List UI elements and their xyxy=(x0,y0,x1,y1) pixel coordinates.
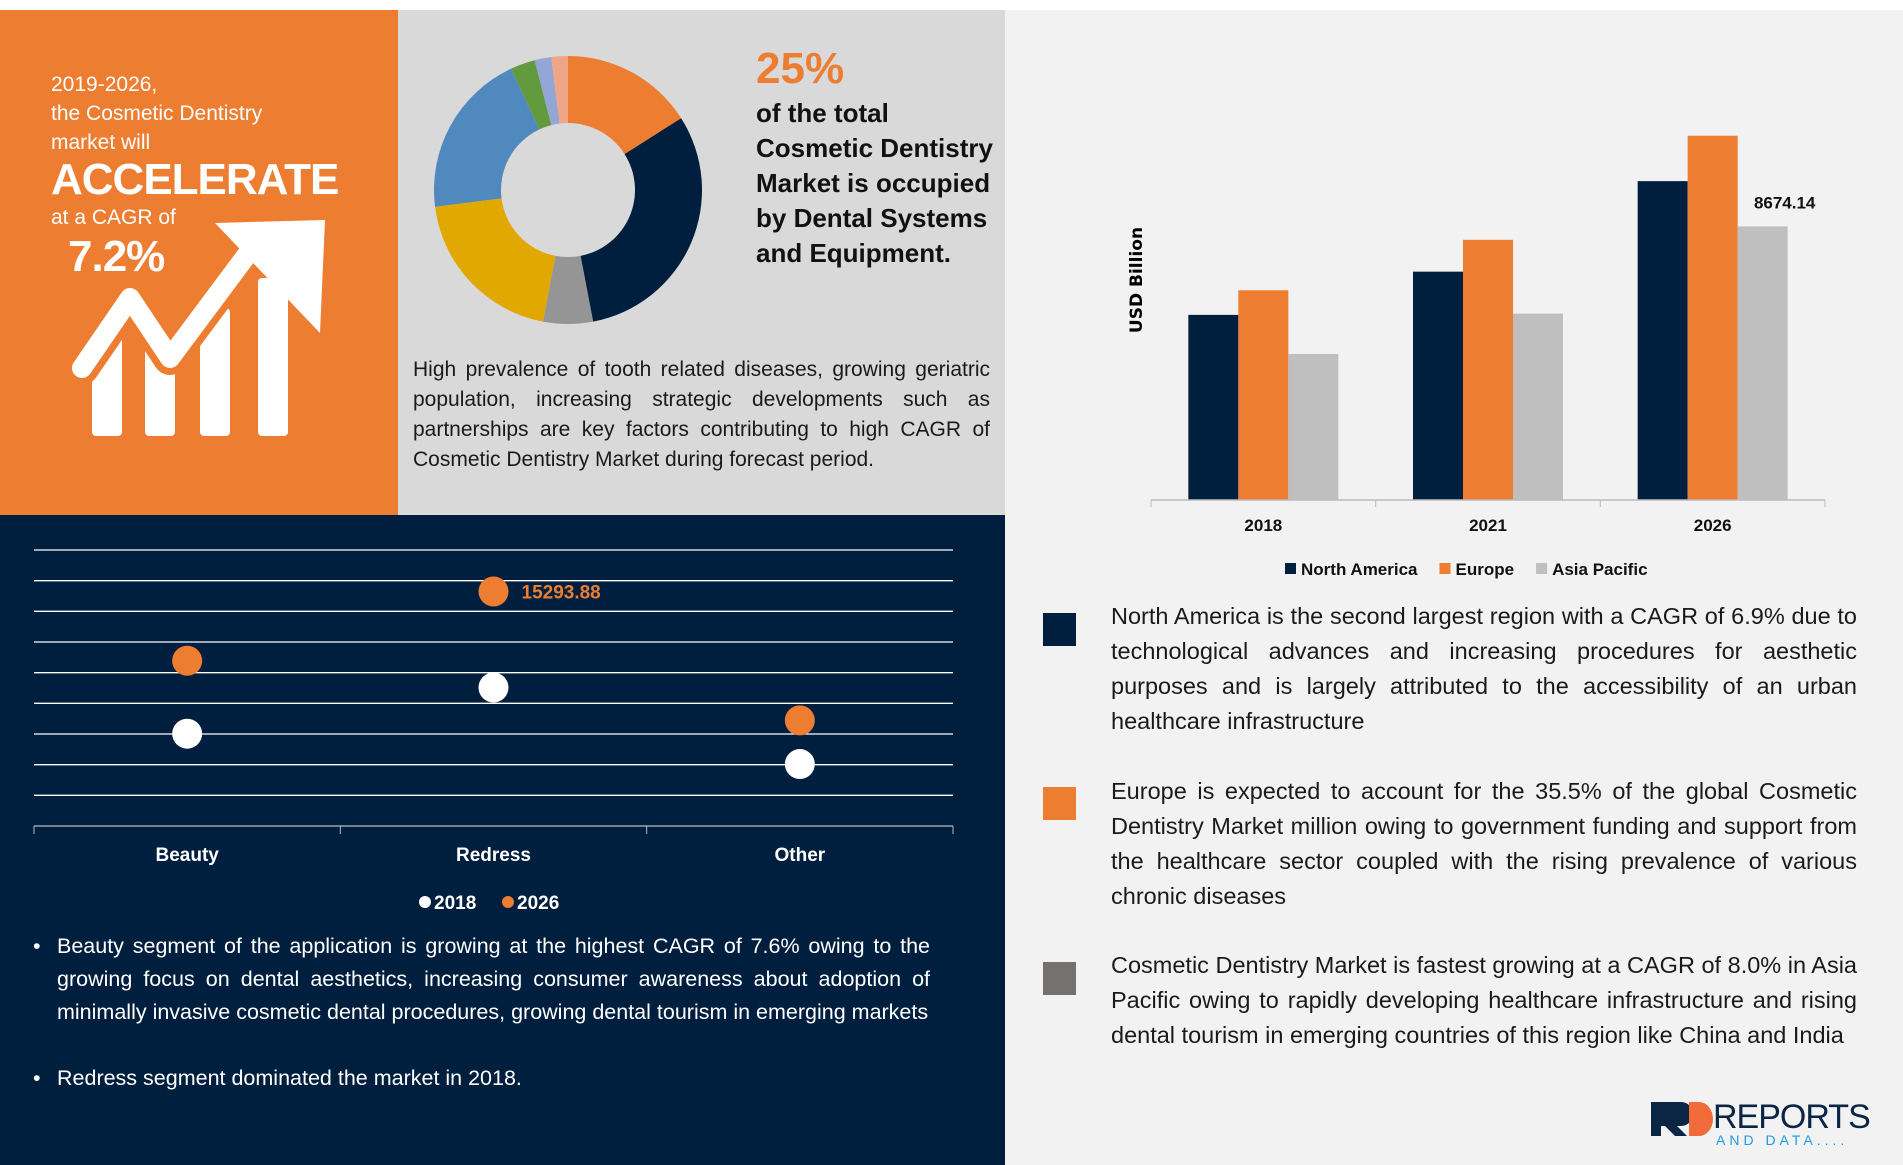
legend-marker xyxy=(1536,563,1548,574)
reports-and-data-logo: REPORTS AND DATA.... xyxy=(1651,1098,1881,1150)
legend-label: 2026 xyxy=(517,893,559,914)
donut-description: High prevalence of tooth related disease… xyxy=(413,358,990,471)
donut-slice xyxy=(434,68,540,207)
donut-slice xyxy=(542,255,594,325)
dot-2018 xyxy=(478,672,509,703)
bullet-icon: • xyxy=(33,1066,41,1090)
donut-slice xyxy=(551,56,568,124)
donut-panel: 25% of the total Cosmetic Dentistry Mark… xyxy=(398,10,1005,515)
caption-line: Cosmetic Dentistry xyxy=(756,133,993,163)
legend-marker xyxy=(1285,563,1296,574)
region-bar-chart: 2018 2021 2026 8674.14 USD Billion North Amer… xyxy=(1127,135,1826,579)
headline-cagr-label: at a CAGR of xyxy=(51,206,176,229)
headline-line1: 2019-2026, xyxy=(51,73,158,96)
bar-north-america xyxy=(1413,271,1463,500)
bullet-text: Redress segment dominated the market in … xyxy=(57,1066,522,1090)
north-america-text: North America is the second largest regi… xyxy=(1111,603,1857,734)
bar-north-america xyxy=(1637,181,1688,500)
category-label: Redress xyxy=(456,845,531,866)
caption-line: by Dental Systems xyxy=(756,203,988,233)
bullet-icon: • xyxy=(33,934,41,958)
bullet-item: • Beauty segment of the application is gr… xyxy=(33,930,930,1029)
asia-pacific-text: Cosmetic Dentistry Market is fastest gro… xyxy=(1111,952,1857,1048)
bullet-item: • Redress segment dominated the market in… xyxy=(33,1062,930,1095)
logo-main: REPORTS xyxy=(1713,1098,1871,1136)
dot-2026 xyxy=(478,576,509,607)
asia-pacific-marker xyxy=(1043,962,1076,995)
legend-label: North America xyxy=(1301,560,1418,579)
caption-line: Market is occupied xyxy=(756,168,991,198)
legend-label: Europe xyxy=(1456,560,1515,579)
europe-marker xyxy=(1043,787,1076,820)
headline-panel: 2019-2026, the Cosmetic Dentistry market… xyxy=(0,10,398,515)
data-label: 15293.88 xyxy=(522,582,601,603)
headline-line2: the Cosmetic Dentistry xyxy=(51,102,263,125)
dot-2026 xyxy=(784,705,815,736)
caption-line: of the total xyxy=(756,98,889,128)
legend-label: 2018 xyxy=(434,893,476,914)
logo-mark-icon xyxy=(1651,1102,1713,1136)
legend-marker xyxy=(1439,563,1451,574)
y-axis-label: USD Billion xyxy=(1127,227,1147,333)
caption-line: and Equipment. xyxy=(756,238,951,268)
category-label: Other xyxy=(774,845,825,866)
region-panel xyxy=(1005,10,1903,1165)
legend-marker xyxy=(419,896,431,908)
bar-europe xyxy=(1463,239,1513,501)
bar-asia-pacific xyxy=(1288,353,1339,500)
dot-2018 xyxy=(784,749,815,780)
category-label: 2018 xyxy=(1244,516,1282,535)
donut-percent: 25% xyxy=(756,44,845,93)
donut-slice xyxy=(534,57,560,126)
logo-sub: AND DATA.... xyxy=(1716,1132,1849,1148)
donut-slice xyxy=(435,198,556,322)
donut-slice xyxy=(568,56,682,155)
legend-marker xyxy=(502,896,514,908)
dot-2026 xyxy=(172,645,203,676)
category-label: 2021 xyxy=(1469,516,1507,535)
north-america-marker xyxy=(1043,613,1076,646)
data-label: 8674.14 xyxy=(1754,193,1816,212)
bar-asia-pacific xyxy=(1513,313,1563,500)
headline-accelerate: ACCELERATE xyxy=(51,155,339,204)
donut-caption: of the total Cosmetic Dentistry Market i… xyxy=(756,96,993,271)
bar-north-america xyxy=(1188,314,1239,500)
growth-arrow-chart-icon xyxy=(70,220,325,436)
bullet-text: Beauty segment of the application is gro… xyxy=(57,934,930,1024)
donut-slice xyxy=(580,118,702,322)
headline-line3: market will xyxy=(51,131,151,154)
bar-europe xyxy=(1238,290,1289,500)
donut-chart xyxy=(434,56,702,325)
headline-cagr-value: 7.2% xyxy=(68,232,165,281)
legend-label: Asia Pacific xyxy=(1552,560,1647,579)
bar-europe xyxy=(1687,135,1738,500)
donut-slice xyxy=(510,60,552,130)
application-dot-chart: Beauty Redress Other 15293.88 2018 2026 xyxy=(33,549,954,914)
category-label: 2026 xyxy=(1694,516,1732,535)
category-label: Beauty xyxy=(155,845,219,866)
bar-asia-pacific xyxy=(1737,226,1788,500)
dot-2018 xyxy=(172,718,203,749)
application-panel: Beauty Redress Other 15293.88 2018 2026 • Beau… xyxy=(0,515,1005,1165)
europe-text: Europe is expected to account for the 35… xyxy=(1111,778,1857,909)
